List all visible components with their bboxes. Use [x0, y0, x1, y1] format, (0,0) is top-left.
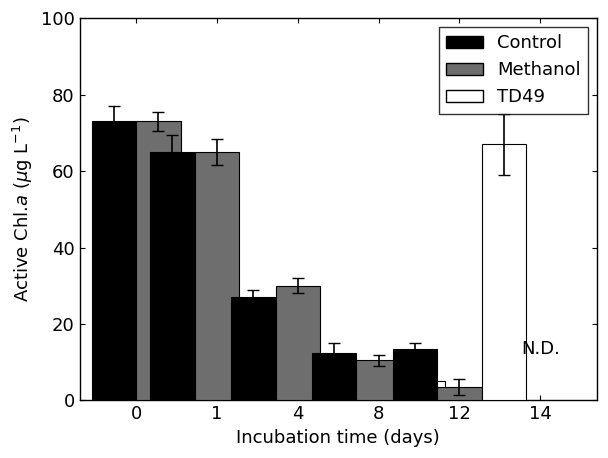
Bar: [239, 398, 283, 400]
Bar: [150, 152, 195, 400]
Bar: [136, 121, 181, 400]
Bar: [482, 144, 526, 400]
Bar: [195, 152, 239, 400]
Bar: [393, 349, 437, 400]
Legend: Control, Methanol, TD49: Control, Methanol, TD49: [439, 27, 588, 114]
Bar: [320, 398, 364, 400]
Bar: [356, 360, 401, 400]
Bar: [312, 353, 356, 400]
Bar: [437, 387, 482, 400]
Bar: [275, 286, 320, 400]
Bar: [92, 121, 136, 400]
Bar: [401, 382, 445, 400]
Text: N.D.: N.D.: [521, 340, 560, 359]
X-axis label: Incubation time (days): Incubation time (days): [237, 429, 440, 447]
Bar: [231, 297, 275, 400]
Y-axis label: Active Chl.$\it{a}$ ($\mu$g L$^{-1}$): Active Chl.$\it{a}$ ($\mu$g L$^{-1}$): [11, 116, 35, 302]
